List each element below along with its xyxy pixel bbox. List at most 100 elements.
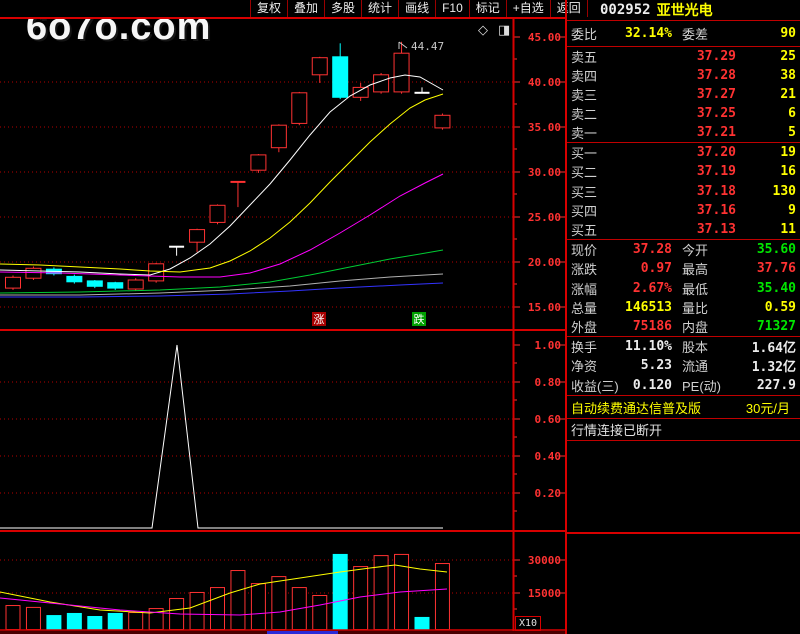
ask-label: 卖三 <box>571 88 598 103</box>
menu-huaxian[interactable]: 画线 <box>398 0 435 17</box>
ask-price: 37.25 <box>696 106 736 121</box>
quote-panel: 002952 亚世光电 委比 32.14% 委差 90 卖五 37.29 25 … <box>565 0 800 634</box>
stat-value: 1.64亿 <box>751 341 796 357</box>
bid-row-2[interactable]: 买二 37.19 16 <box>567 162 800 181</box>
stat-row-change: 涨跌 0.97 最高 37.76 <box>567 259 800 278</box>
ask-row-4[interactable]: 卖四 37.28 38 <box>567 66 800 85</box>
bid-row-3[interactable]: 买三 37.18 130 <box>567 181 800 200</box>
ask-price: 37.27 <box>696 87 736 102</box>
stat-value: 71327 <box>756 318 796 334</box>
stat-label: PE(动) <box>682 378 722 394</box>
bid-qty: 16 <box>780 164 796 180</box>
ask-qty: 38 <box>780 68 796 83</box>
bid-qty: 9 <box>788 202 796 218</box>
menu-zixuan[interactable]: +自选 <box>505 0 550 17</box>
stat-label: 涨跌 <box>571 262 598 278</box>
menu-tongji[interactable]: 统计 <box>361 0 398 17</box>
stat-value: 5.23 <box>640 358 672 374</box>
price-axis-label: 30.00 <box>527 166 561 179</box>
diamond-icon[interactable]: ◇ <box>478 22 488 37</box>
bid-row-1[interactable]: 买一 37.20 19 <box>567 143 800 162</box>
stats-block-2: 换手 11.10% 股本 1.64亿 净资 5.23 流通 1.32亿 收益(三… <box>567 337 800 396</box>
rise-badge[interactable]: 涨 <box>312 312 326 326</box>
stat-row-turnover: 换手 11.10% 股本 1.64亿 <box>567 337 800 356</box>
menu-items: 复权 叠加 多股 统计 画线 F10 标记 +自选 返回 <box>250 0 588 17</box>
price-axis-label: 25.00 <box>527 211 561 224</box>
bid-label: 买三 <box>571 184 598 200</box>
stat-row-price: 现价 37.28 今开 35.60 <box>567 240 800 259</box>
quote-panel-empty <box>567 441 800 532</box>
stat-value: 11.10% <box>625 339 672 355</box>
menu-return[interactable]: 返回 <box>549 0 588 17</box>
fall-badge[interactable]: 跌 <box>412 312 426 326</box>
bid-row-5[interactable]: 买五 37.13 11 <box>567 220 800 239</box>
volume-axis-label: 30000 <box>527 554 561 567</box>
ask-price: 37.21 <box>696 125 736 140</box>
stat-label: 净资 <box>571 359 598 375</box>
weicha-value: 90 <box>780 26 796 41</box>
stat-value: 35.60 <box>756 242 796 258</box>
stat-value: 227.9 <box>756 377 796 393</box>
connection-text: 行情连接已断开 <box>571 423 663 438</box>
bid-qty: 11 <box>780 221 796 237</box>
ask-label: 卖一 <box>571 126 598 141</box>
stat-label: 流通 <box>682 359 709 375</box>
stat-row-eps: 收益(三) 0.120 PE(动) 227.9 <box>567 376 800 395</box>
weibi-row: 委比 32.14% 委差 90 <box>567 21 800 47</box>
bid-row-4[interactable]: 买四 37.16 9 <box>567 201 800 220</box>
stat-label: 总量 <box>571 300 598 316</box>
ask-qty: 6 <box>788 106 796 121</box>
ask-label: 卖五 <box>571 50 598 65</box>
stat-value: 37.28 <box>632 242 672 258</box>
stat-value: 0.120 <box>632 377 672 393</box>
ask-qty: 25 <box>780 49 796 64</box>
menu-biaoji[interactable]: 标记 <box>468 0 506 17</box>
renew-notice[interactable]: 自动续费通达信普及版 30元/月 <box>567 396 800 419</box>
menu-duogu[interactable]: 多股 <box>324 0 361 17</box>
ask-row-1[interactable]: 卖一 37.21 5 <box>567 123 800 142</box>
indicator-axis-label: 0.20 <box>534 487 562 500</box>
bid-label: 买一 <box>571 146 598 162</box>
scrollbar-thumb[interactable] <box>267 631 338 634</box>
bid-label: 买五 <box>571 222 598 238</box>
menu-diejia[interactable]: 叠加 <box>287 0 324 17</box>
stat-label: 现价 <box>571 243 598 259</box>
ask-label: 卖二 <box>571 107 598 122</box>
split-square-icon[interactable]: ◨ <box>498 22 511 37</box>
ask-queue: 卖五 37.29 25 卖四 37.28 38 卖三 37.27 21 卖二 3… <box>567 47 800 143</box>
indicator-axis-label: 0.40 <box>534 450 562 463</box>
volume-axis-label: 15000 <box>527 587 561 600</box>
stat-label: 量比 <box>682 300 709 316</box>
ask-row-3[interactable]: 卖三 37.27 21 <box>567 85 800 104</box>
bid-queue: 买一 37.20 19 买二 37.19 16 买三 37.18 130 买四 … <box>567 143 800 240</box>
bid-price: 37.18 <box>696 183 736 199</box>
ask-qty: 5 <box>788 125 796 140</box>
ask-row-2[interactable]: 卖二 37.25 6 <box>567 104 800 123</box>
stat-label: 内盘 <box>682 319 709 335</box>
stock-name: 亚世光电 <box>656 2 713 18</box>
high-price-annotation: 44.47 <box>411 40 445 53</box>
bid-label: 买二 <box>571 165 598 181</box>
weibi-value: 32.14% <box>625 26 672 41</box>
price-axis-label: 40.00 <box>527 76 561 89</box>
stat-value: 35.40 <box>756 280 796 296</box>
ask-row-5[interactable]: 卖五 37.29 25 <box>567 47 800 66</box>
price-axis-label: 45.00 <box>527 31 561 44</box>
bid-price: 37.19 <box>696 164 736 180</box>
stat-value: 0.59 <box>764 299 796 315</box>
stat-value: 37.76 <box>756 261 796 277</box>
stat-row-pct: 涨幅 2.67% 最低 35.40 <box>567 278 800 297</box>
menu-fuquan[interactable]: 复权 <box>250 0 287 17</box>
indicator-axis-label: 0.60 <box>534 413 562 426</box>
volume-unit-box: X10 <box>515 616 541 631</box>
menu-f10[interactable]: F10 <box>435 0 469 17</box>
top-menubar: 复权 叠加 多股 统计 画线 F10 标记 +自选 返回 <box>0 0 588 19</box>
stat-label: 最低 <box>682 281 709 297</box>
kline-chart-canvas[interactable] <box>0 0 565 634</box>
connection-status: 行情连接已断开 <box>567 419 800 441</box>
stat-label: 股本 <box>682 340 709 356</box>
stat-value: 0.97 <box>640 261 672 277</box>
weibi-label: 委比 <box>571 27 598 42</box>
price-axis-label: 20.00 <box>527 256 561 269</box>
